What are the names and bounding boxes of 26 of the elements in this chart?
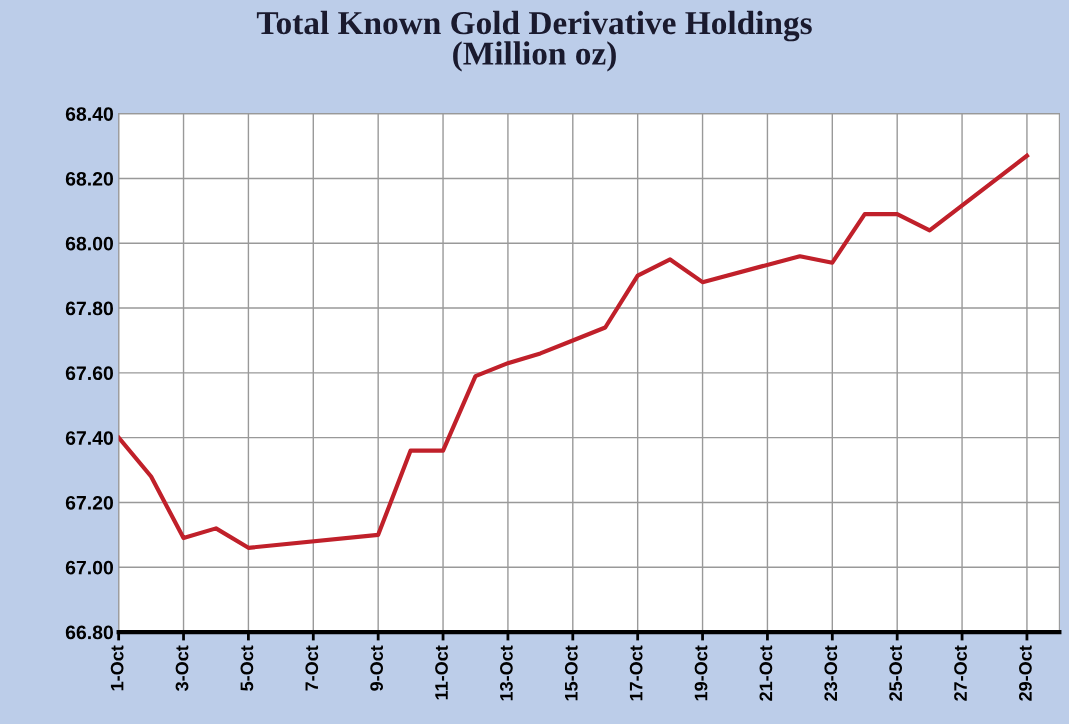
- y-tick-label: 67.00: [65, 560, 114, 575]
- y-tick-label: 68.20: [65, 171, 114, 186]
- y-tick-label: 67.40: [65, 431, 114, 445]
- x-tick-label: 23-Oct: [824, 645, 838, 701]
- x-tick-label: 9-Oct: [370, 645, 384, 691]
- line-series: [118, 153, 1030, 550]
- x-tick-label: 29-Oct: [1019, 645, 1032, 701]
- y-tick-label: 67.80: [65, 301, 114, 316]
- y-tick-label: 67.20: [65, 495, 114, 510]
- x-tick-label: 11-Oct: [435, 645, 448, 700]
- x-tick-label: 25-Oct: [889, 645, 903, 701]
- y-tick-label: 68.40: [65, 107, 114, 121]
- x-tick-label: 13-Oct: [499, 645, 513, 701]
- x-tick-label: 3-Oct: [175, 645, 189, 691]
- x-tick-label: 17-Oct: [629, 645, 643, 701]
- x-tick-label: 19-Oct: [694, 645, 708, 701]
- y-tick-label: 67.60: [65, 366, 114, 381]
- x-tick-label: 27-Oct: [954, 645, 967, 701]
- x-tick-label: 7-Oct: [305, 645, 319, 691]
- x-tick-label: 21-Oct: [759, 645, 773, 701]
- chart-title: Total Known Gold Derivative Holdings (Million oz): [256, 10, 812, 72]
- y-tick-label: 68.00: [65, 236, 114, 251]
- x-tick-label: 1-Oct: [110, 645, 124, 691]
- x-tick-label: 15-Oct: [564, 645, 578, 701]
- y-tick-label: 66.80: [65, 625, 114, 640]
- x-tick-label: 5-Oct: [240, 645, 254, 691]
